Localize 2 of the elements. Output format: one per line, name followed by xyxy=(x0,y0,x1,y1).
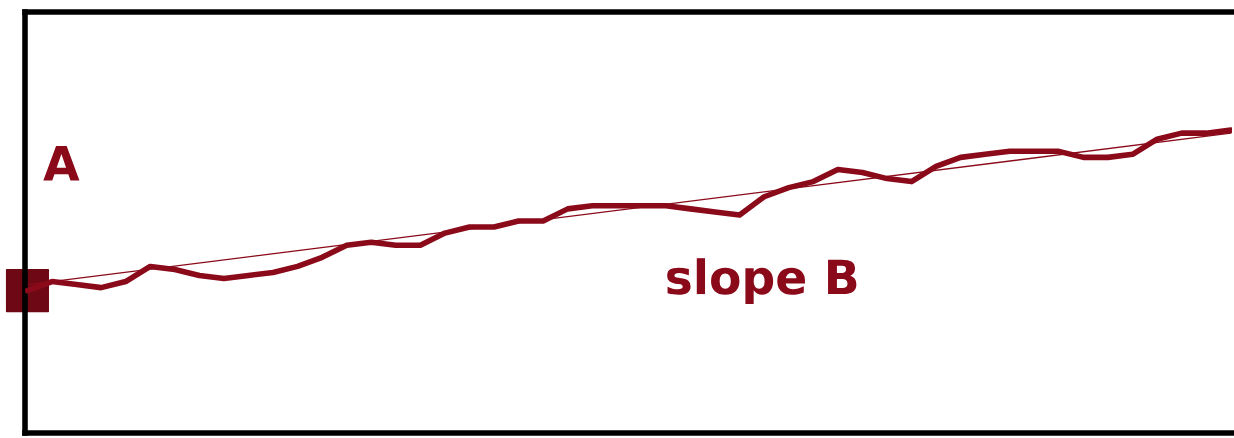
annotation: A xyxy=(43,145,80,181)
annotation: slope B xyxy=(667,258,857,304)
